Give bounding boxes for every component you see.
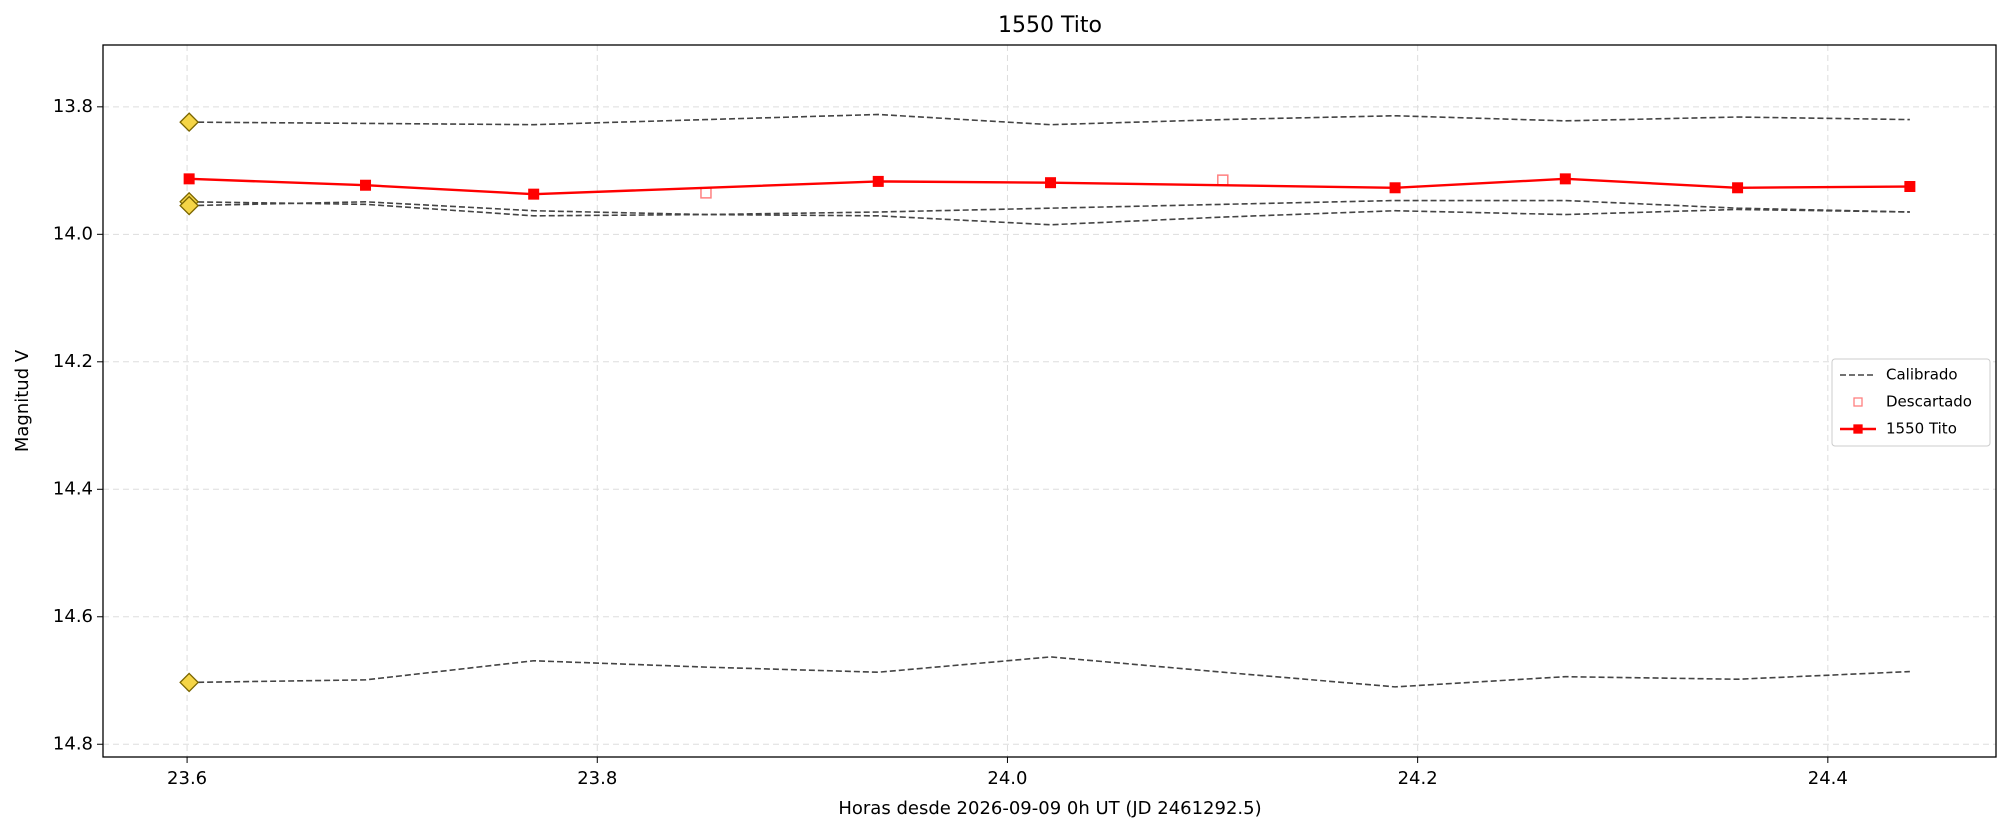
x-tick-label: 24.0 xyxy=(987,768,1027,789)
series-line xyxy=(189,656,1910,688)
y-tick-label: 14.8 xyxy=(53,733,93,754)
diamond-marker xyxy=(179,195,200,216)
data-point xyxy=(528,188,540,200)
diamond-marker xyxy=(179,672,200,693)
y-tick-label: 13.8 xyxy=(53,96,93,117)
x-tick-label: 24.4 xyxy=(1808,768,1848,789)
x-tick-label: 24.2 xyxy=(1398,768,1438,789)
legend-box xyxy=(1831,358,1991,447)
legend-marker xyxy=(1853,424,1863,434)
data-point xyxy=(1045,177,1057,189)
data-point xyxy=(1559,173,1571,185)
x-tick-label: 23.6 xyxy=(167,768,207,789)
y-tick-label: 14.2 xyxy=(53,351,93,372)
chart-title: 1550 Tito xyxy=(998,13,1102,38)
y-tick-label: 14.0 xyxy=(53,223,93,244)
y-axis-label: Magnitud V xyxy=(12,349,33,452)
data-point xyxy=(872,175,884,187)
x-axis-label: Horas desde 2026-09-09 0h UT (JD 2461292… xyxy=(838,798,1261,819)
series-line xyxy=(189,199,1910,217)
legend-label: Calibrado xyxy=(1886,366,1958,384)
plot-frame xyxy=(102,44,1997,758)
y-tick-label: 14.6 xyxy=(53,606,93,627)
data-point xyxy=(183,173,195,185)
diamond-marker xyxy=(179,112,200,133)
series-line xyxy=(189,201,1910,226)
legend-marker xyxy=(1853,397,1863,407)
y-tick-label: 14.4 xyxy=(53,478,93,499)
data-point xyxy=(360,179,372,191)
data-point xyxy=(1732,182,1744,194)
x-tick-label: 23.8 xyxy=(577,768,617,789)
legend-label: 1550 Tito xyxy=(1886,420,1957,438)
series-line xyxy=(189,113,1910,126)
legend-label: Descartado xyxy=(1886,393,1972,411)
data-point xyxy=(1389,182,1401,194)
data-point xyxy=(1904,181,1916,193)
